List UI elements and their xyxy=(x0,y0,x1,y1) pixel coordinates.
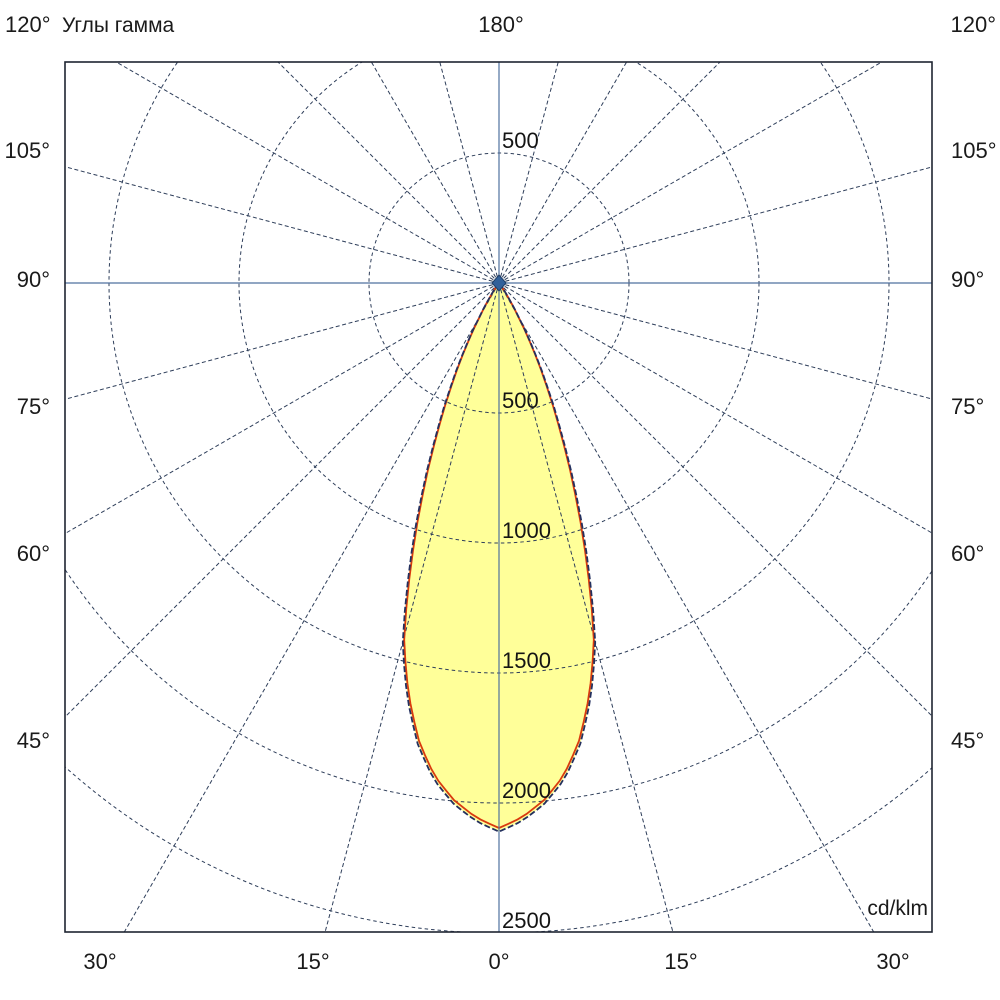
radial-line xyxy=(498,62,721,284)
gamma-label-top-left: 120° xyxy=(5,12,51,37)
gamma-label-right-60: 60° xyxy=(951,541,985,566)
ring-value-label: 500 xyxy=(502,128,539,153)
ring-value-label: 2000 xyxy=(502,778,551,803)
center-marker xyxy=(491,274,507,292)
radial-line xyxy=(498,282,932,717)
radial-line xyxy=(65,282,500,718)
gamma-label-right-90: 90° xyxy=(951,267,985,292)
radial-line xyxy=(498,282,674,932)
gamma-label-top-right: 120° xyxy=(950,12,996,37)
gamma-label-right-75: 75° xyxy=(951,394,985,419)
radial-line xyxy=(115,62,500,284)
ring-value-label: 1500 xyxy=(502,648,551,673)
gamma-label-right-105: 105° xyxy=(951,138,997,163)
gamma-label-bottom-15l: 15° xyxy=(296,949,330,974)
gamma-label-top-center: 180° xyxy=(478,12,524,37)
radial-line xyxy=(277,62,500,284)
gamma-label-bottom-30r: 30° xyxy=(876,949,910,974)
ring-value-label: 1000 xyxy=(502,518,551,543)
gamma-label-left-105: 105° xyxy=(4,138,50,163)
radial-line xyxy=(498,62,628,284)
radial-line xyxy=(324,282,500,932)
gamma-label-bottom-0: 0° xyxy=(488,949,510,974)
radial-line xyxy=(498,166,932,284)
gamma-label-bottom-15r: 15° xyxy=(664,949,698,974)
ring-value-label: 500 xyxy=(502,388,539,413)
radial-line xyxy=(123,282,500,932)
radial-line xyxy=(439,62,500,284)
gamma-label-right-45: 45° xyxy=(951,728,985,753)
radial-line xyxy=(65,166,500,284)
gamma-label-left-90: 90° xyxy=(16,267,50,292)
gamma-label-left-45: 45° xyxy=(16,728,50,753)
units-label: cd/klm xyxy=(867,897,928,920)
radial-line xyxy=(370,62,500,284)
intensity-curve-navy xyxy=(401,281,597,833)
ring-value-label: 2500 xyxy=(502,908,551,933)
gamma-label-left-75: 75° xyxy=(16,394,50,419)
plot-border xyxy=(64,61,933,933)
chart-title: Углы гамма xyxy=(62,14,175,37)
radial-line xyxy=(498,282,932,534)
radial-line xyxy=(498,62,883,284)
gamma-label-left-60: 60° xyxy=(16,541,50,566)
gamma-label-bottom-30l: 30° xyxy=(83,949,117,974)
radial-line xyxy=(498,282,875,932)
radial-line xyxy=(65,282,500,535)
